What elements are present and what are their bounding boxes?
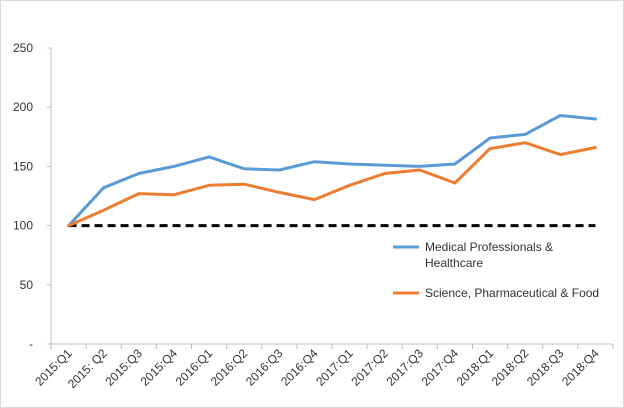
y-tick-label: 200 (13, 100, 33, 114)
legend-label-1: Healthcare (425, 256, 483, 270)
x-tick-label: 2018:Q3 (524, 346, 567, 389)
legend-label-1: Medical Professionals & (425, 240, 553, 254)
y-tick-label: 250 (13, 41, 33, 55)
series-group (67, 114, 597, 228)
x-tick-label: 2018:Q4 (559, 346, 602, 389)
x-tick-label: 2017:Q4 (419, 346, 462, 389)
x-tick-label: 2018:Q2 (489, 346, 532, 389)
x-tick-label: 2016:Q4 (278, 346, 321, 389)
legend-label-2: Science, Pharmaceutical & Food (425, 286, 599, 300)
x-tick-label: 2017:Q2 (348, 346, 391, 389)
series-line-2 (67, 141, 597, 228)
y-axis-ticks: - 50 100 150 200 250 (13, 41, 51, 351)
legend: Medical Professionals & Healthcare Science… (393, 240, 599, 300)
y-tick-label: - (29, 337, 33, 351)
x-tick-label: 2018:Q1 (454, 346, 497, 389)
x-tick-label: 2015:Q3 (102, 346, 145, 389)
y-tick-label: 50 (20, 278, 34, 292)
y-tick-label: 150 (13, 159, 33, 173)
x-tick-label: 2016:Q3 (243, 346, 286, 389)
x-tick-label: 2016:Q2 (208, 346, 251, 389)
x-tick-label: 2017:Q3 (383, 346, 426, 389)
x-tick-label: 2015: Q2 (65, 346, 110, 391)
x-tick-label: 2015:Q4 (138, 346, 181, 389)
x-tick-label: 2016:Q1 (173, 346, 216, 389)
series-line-1 (67, 114, 597, 228)
y-tick-label: 100 (13, 219, 33, 233)
x-tick-label: 2017:Q1 (313, 346, 356, 389)
